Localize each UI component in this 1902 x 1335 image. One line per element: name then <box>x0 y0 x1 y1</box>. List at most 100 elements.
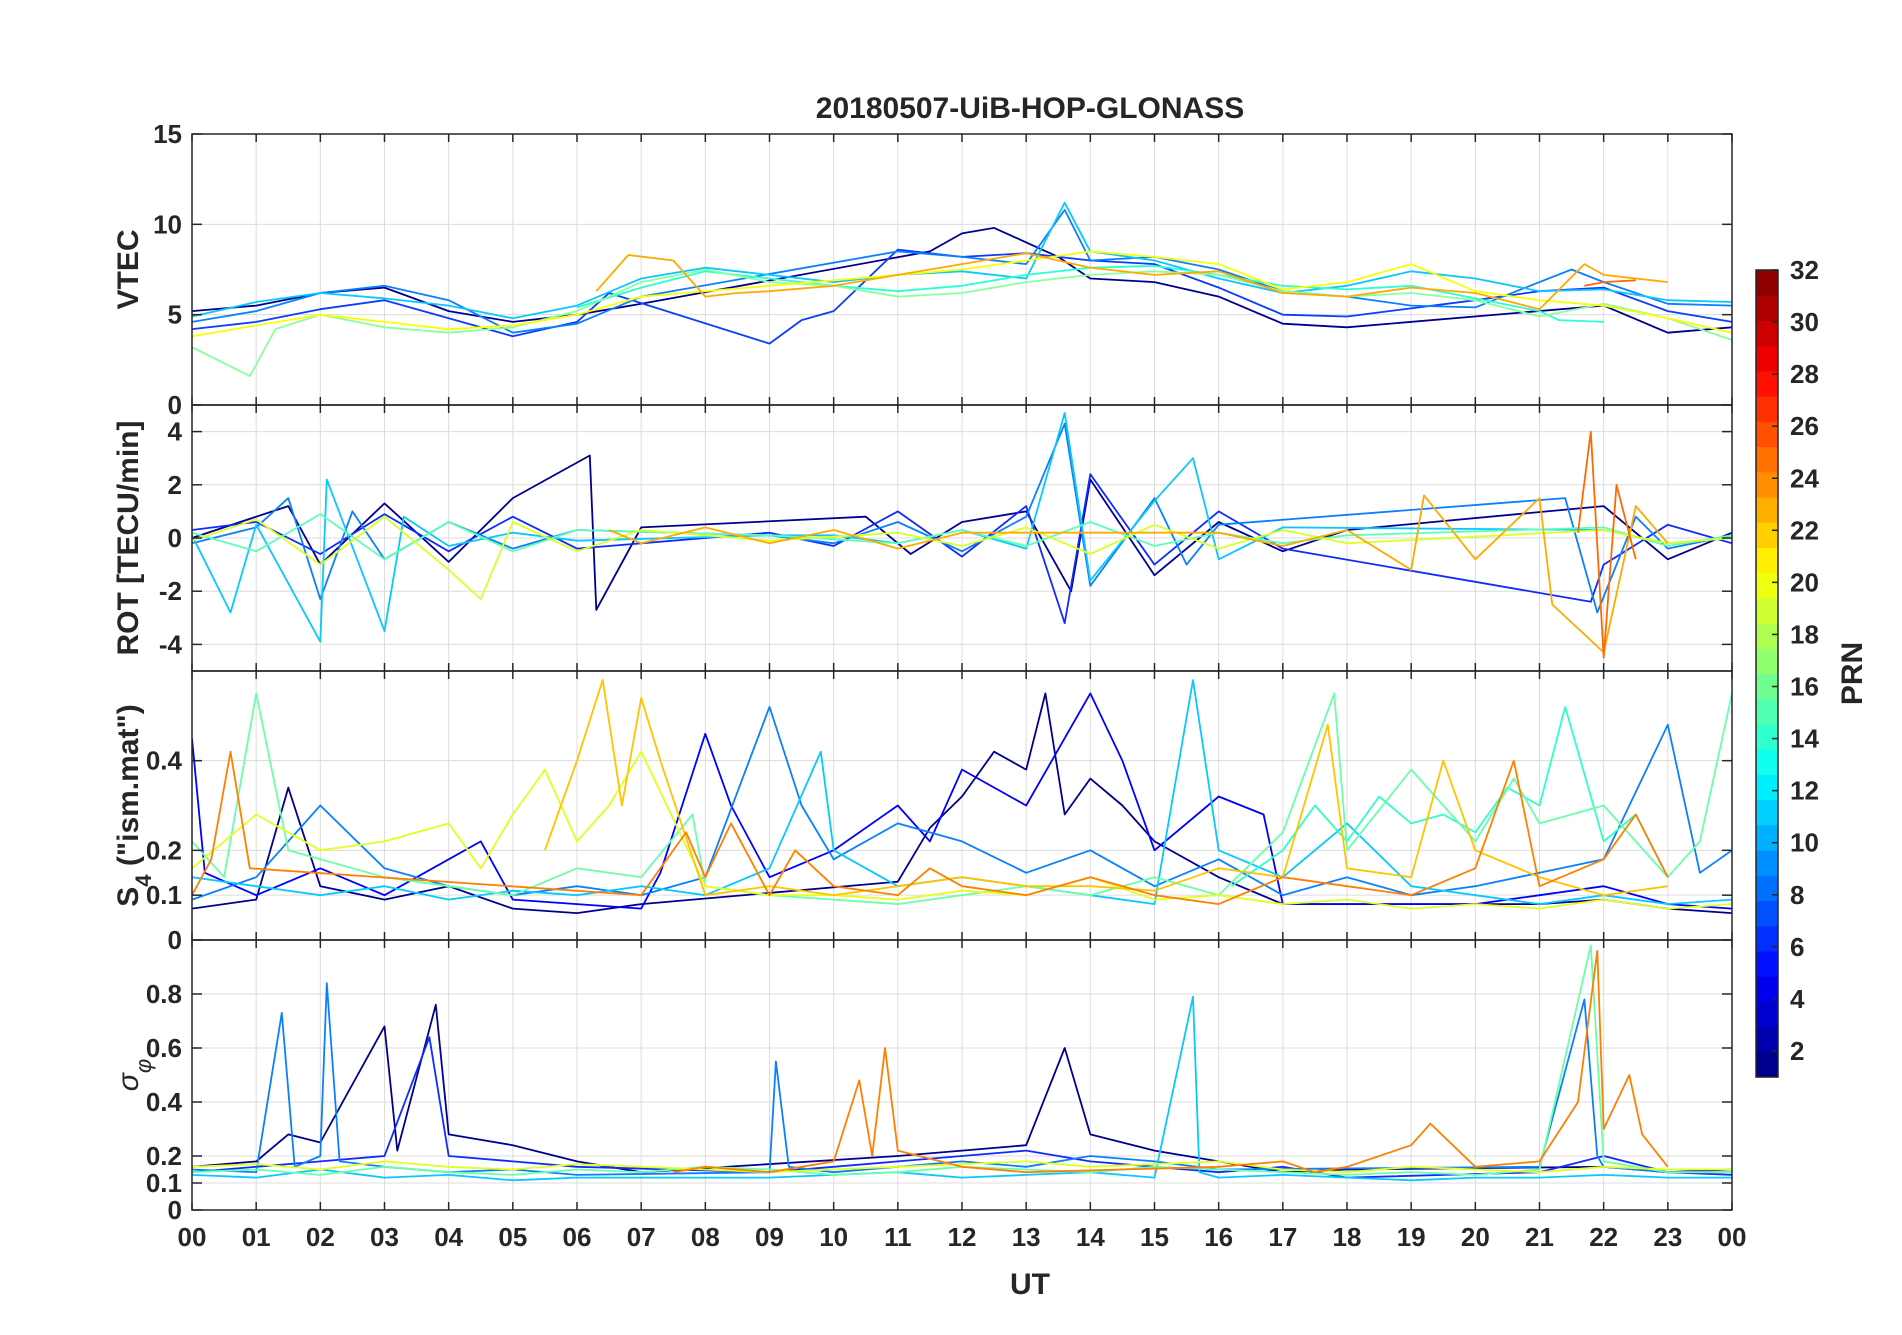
colorbar-tick-label: 8 <box>1790 880 1804 910</box>
colorbar-segment <box>1756 824 1778 851</box>
colorbar-tick-label: 24 <box>1790 463 1819 493</box>
colorbar-segment <box>1756 850 1778 876</box>
series-vtec-prn-15 <box>576 265 1604 323</box>
colorbar-segment <box>1756 925 1778 952</box>
colorbar-segment <box>1756 648 1778 675</box>
y-tick-label: 0.8 <box>146 979 182 1009</box>
series-rot-prn-23 <box>608 494 1669 654</box>
series-sigma-prn-19 <box>192 1160 1732 1174</box>
chart-title: 20180507-UiB-HOP-GLONASS <box>816 92 1244 125</box>
colorbar-tick-label: 22 <box>1790 515 1819 545</box>
panel-vtec: 0 5 10 15 VTEC <box>112 119 1733 420</box>
x-tick-label: 22 <box>1589 1222 1618 1252</box>
panel-rot: -4 -2 0 2 4 ROT [TECU/min] <box>112 404 1733 672</box>
y-tick-label: 0 <box>168 925 182 955</box>
colorbar-segment <box>1756 320 1778 347</box>
x-tick-label: 23 <box>1653 1222 1682 1252</box>
y-tick-label: 15 <box>153 119 182 149</box>
x-tick-label: 20 <box>1461 1222 1490 1252</box>
y-tick-label: 0.2 <box>146 835 182 865</box>
colorbar-segment <box>1756 723 1778 750</box>
colorbar-segment <box>1756 900 1778 927</box>
colorbar-segment <box>1756 446 1778 473</box>
colorbar-segment <box>1756 370 1778 397</box>
x-tick-label: 00 <box>1718 1222 1747 1252</box>
series-vtec-prn-2 <box>192 227 1732 334</box>
colorbar-tick-label: 6 <box>1790 932 1804 962</box>
colorbar-tick-label: 28 <box>1790 359 1819 389</box>
x-tick-label: 13 <box>1012 1222 1041 1252</box>
colorbar-segment <box>1756 345 1778 372</box>
x-tick-label: 07 <box>627 1222 656 1252</box>
colorbar-segment <box>1756 597 1778 624</box>
colorbar-segment <box>1756 673 1778 700</box>
panel-series-group <box>192 679 1732 914</box>
x-tick-label: 15 <box>1140 1222 1169 1252</box>
y-tick-label: 0 <box>168 523 182 553</box>
x-tick-label: 10 <box>819 1222 848 1252</box>
colorbar-segment <box>1756 295 1778 322</box>
series-vtec-prn-23 <box>595 252 1668 311</box>
panel-series-group <box>192 201 1732 377</box>
x-tick-label: 12 <box>948 1222 977 1252</box>
x-tick-label: 06 <box>563 1222 592 1252</box>
x-tick-label: 02 <box>306 1222 335 1252</box>
series-vtec-prn-20 <box>192 250 1732 338</box>
panel-series-group <box>192 944 1732 1182</box>
y-tick-label: 0 <box>168 390 182 420</box>
x-tick-label: 09 <box>755 1222 784 1252</box>
colorbar-segment <box>1756 270 1778 296</box>
y-axis-label-sub: 4 <box>131 874 156 887</box>
y-tick-label: 0.1 <box>146 1168 182 1198</box>
colorbar-frame <box>1755 269 1779 1078</box>
x-axis-label: UT <box>1010 1268 1050 1301</box>
colorbar-segment <box>1756 471 1778 498</box>
x-tick-label: 00 <box>178 1222 207 1252</box>
panel-series-group <box>192 412 1732 659</box>
series-sigma-prn-24 <box>673 949 1669 1174</box>
y-axis-label-rot: ROT [TECU/min] <box>112 421 145 656</box>
colorbar-segment <box>1756 1051 1778 1078</box>
y-tick-label: 0.2 <box>146 1141 182 1171</box>
series-vtec-prn-17 <box>192 268 1732 377</box>
series-vtec-prn-25 <box>1584 279 1636 287</box>
x-tick-label: 19 <box>1397 1222 1426 1252</box>
y-axis-label-s4: S4 ("ism.mat") <box>112 704 156 906</box>
x-tick-label: 14 <box>1076 1222 1105 1252</box>
colorbar-tick-label: 18 <box>1790 619 1819 649</box>
colorbar-tick-label: 30 <box>1790 307 1819 337</box>
y-tick-label: 0.1 <box>146 880 182 910</box>
colorbar-segment <box>1756 698 1778 725</box>
y-axis-label-sigma: σφ <box>112 1059 156 1091</box>
y-axis-label-rest: ("ism.mat") <box>112 704 145 874</box>
colorbar-tick-label: 32 <box>1790 255 1819 285</box>
colorbar-segment <box>1756 774 1778 801</box>
colorbar-segment <box>1756 396 1778 422</box>
series-sigma-prn-9 <box>192 982 1732 1176</box>
series-sigma-prn-16 <box>192 944 1732 1176</box>
colorbar-segment <box>1756 572 1778 599</box>
colorbar-segment <box>1756 1026 1778 1053</box>
x-tick-label: 17 <box>1268 1222 1297 1252</box>
x-tick-label: 18 <box>1333 1222 1362 1252</box>
x-tick-label: 08 <box>691 1222 720 1252</box>
series-vtec-prn-12 <box>192 201 1732 320</box>
y-tick-label: 2 <box>168 470 182 500</box>
colorbar-segment <box>1756 421 1778 448</box>
x-tick-label: 11 <box>884 1222 912 1252</box>
y-axis-label-main: σ <box>112 1071 145 1091</box>
series-s4-prn-24 <box>192 750 1669 905</box>
y-tick-label: 4 <box>168 417 183 447</box>
series-rot-prn-16 <box>192 513 1732 561</box>
y-axis-label-sub: φ <box>131 1059 156 1073</box>
colorbar-segment <box>1756 950 1778 977</box>
y-tick-label: 10 <box>153 209 182 239</box>
y-tick-label: -4 <box>159 629 183 659</box>
colorbar-segment <box>1756 1001 1778 1028</box>
y-tick-label: 0 <box>168 1195 182 1225</box>
series-rot-prn-25 <box>1577 430 1637 659</box>
x-tick-label: 01 <box>242 1222 271 1252</box>
